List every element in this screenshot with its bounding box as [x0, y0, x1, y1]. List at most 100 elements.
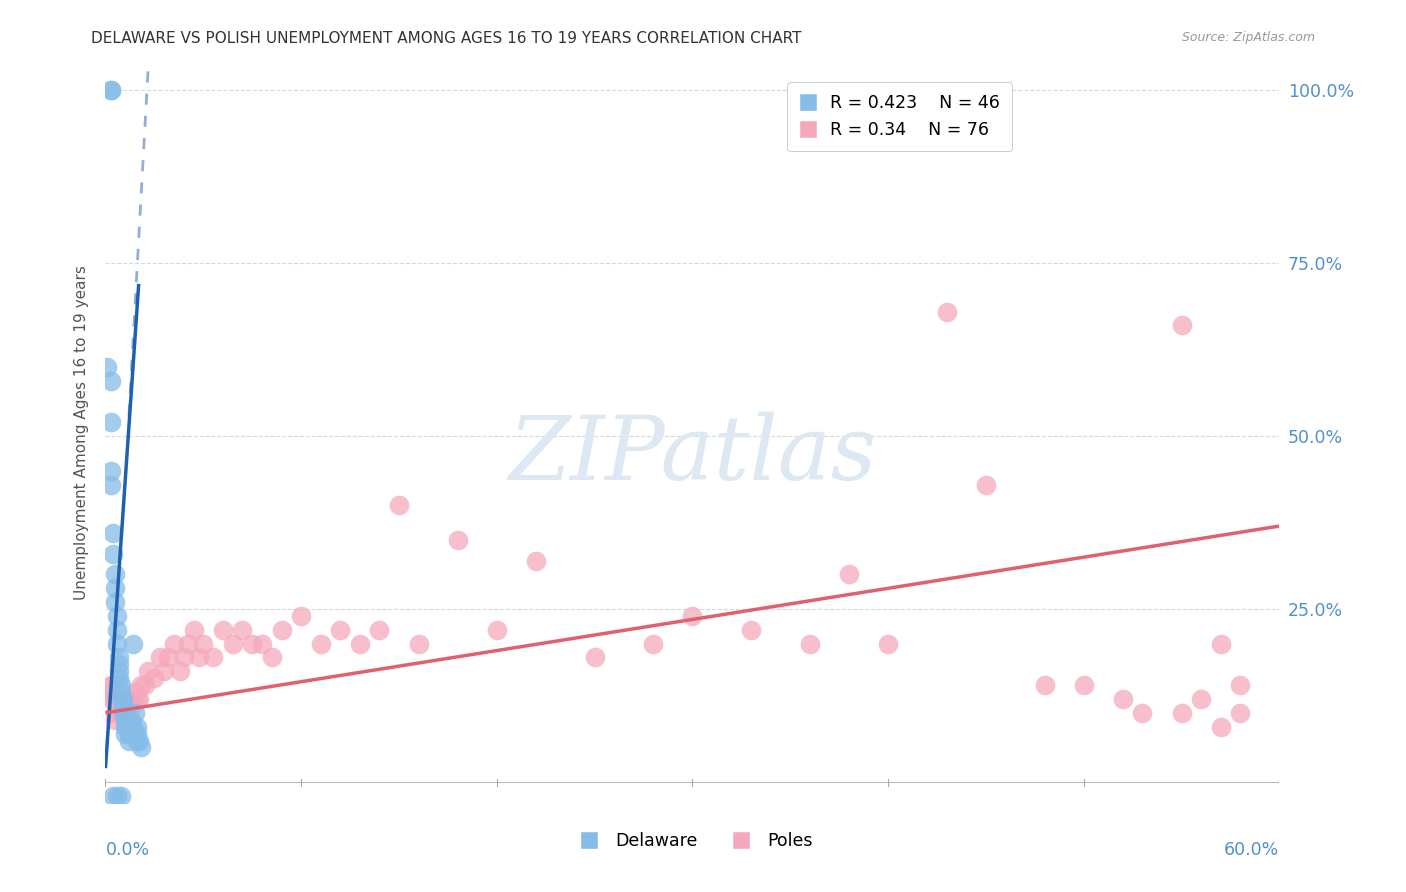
Point: [240, 637, 263, 651]
Text: Source: ZipAtlas.com: Source: ZipAtlas.com: [1181, 31, 1315, 45]
Point: [104, 567, 127, 582]
Text: 0.0%: 0.0%: [105, 840, 149, 859]
Point: [120, 713, 142, 727]
Point: [105, 623, 128, 637]
Point: [583, 650, 606, 665]
Point: [125, 726, 148, 740]
Point: [1073, 678, 1095, 692]
Point: [1170, 318, 1192, 333]
Point: [1189, 692, 1212, 706]
Point: [112, 698, 135, 713]
Point: [1132, 706, 1154, 720]
Point: [110, 692, 132, 706]
Point: [290, 609, 312, 624]
Point: [163, 637, 186, 651]
Point: [157, 650, 180, 665]
Point: [1112, 692, 1135, 706]
Point: [169, 665, 191, 679]
Y-axis label: Unemployment Among Ages 16 to 19 years: Unemployment Among Ages 16 to 19 years: [73, 265, 89, 600]
Point: [188, 650, 211, 665]
Text: 60.0%: 60.0%: [1225, 840, 1279, 859]
Point: [1229, 706, 1251, 720]
Point: [108, 665, 131, 679]
Point: [105, 692, 128, 706]
Point: [124, 685, 146, 699]
Point: [112, 706, 135, 720]
Point: [1170, 706, 1192, 720]
Point: [118, 726, 141, 740]
Point: [115, 713, 138, 727]
Point: [877, 637, 900, 651]
Point: [114, 720, 136, 734]
Point: [104, 595, 127, 609]
Point: [114, 726, 136, 740]
Point: [153, 665, 176, 679]
Point: [105, 637, 128, 651]
Point: [524, 554, 547, 568]
Point: [112, 706, 135, 720]
Point: [388, 498, 411, 512]
Point: [125, 733, 148, 747]
Point: [125, 720, 148, 734]
Point: [104, 713, 127, 727]
Point: [108, 657, 131, 672]
Text: ZIPatlas: ZIPatlas: [508, 411, 877, 499]
Point: [838, 567, 860, 582]
Point: [799, 637, 821, 651]
Point: [149, 650, 172, 665]
Point: [114, 706, 136, 720]
Text: DELAWARE VS POLISH UNEMPLOYMENT AMONG AGES 16 TO 19 YEARS CORRELATION CHART: DELAWARE VS POLISH UNEMPLOYMENT AMONG AG…: [91, 31, 801, 46]
Point: [112, 692, 135, 706]
Point: [114, 706, 136, 720]
Point: [643, 637, 665, 651]
Point: [250, 637, 273, 651]
Point: [260, 650, 283, 665]
Point: [1209, 720, 1232, 734]
Point: [740, 623, 762, 637]
Point: [100, 415, 122, 429]
Point: [124, 706, 146, 720]
Point: [110, 789, 132, 803]
Point: [105, 789, 128, 803]
Point: [112, 692, 135, 706]
Point: [309, 637, 332, 651]
Point: [368, 623, 391, 637]
Point: [100, 464, 122, 478]
Point: [108, 692, 131, 706]
Point: [103, 547, 125, 561]
Point: [202, 650, 225, 665]
Point: [485, 623, 508, 637]
Point: [134, 678, 156, 692]
Point: [108, 671, 131, 685]
Point: [1209, 637, 1232, 651]
Point: [193, 637, 215, 651]
Point: [115, 698, 138, 713]
Point: [104, 582, 127, 596]
Point: [110, 678, 132, 692]
Point: [221, 637, 243, 651]
Point: [100, 374, 122, 388]
Point: [138, 665, 160, 679]
Point: [110, 685, 132, 699]
Point: [110, 692, 132, 706]
Point: [103, 678, 125, 692]
Point: [114, 713, 136, 727]
Point: [103, 692, 125, 706]
Point: [115, 720, 138, 734]
Point: [120, 698, 142, 713]
Point: [231, 623, 253, 637]
Point: [108, 706, 131, 720]
Point: [100, 678, 122, 692]
Point: [143, 671, 166, 685]
Point: [270, 623, 292, 637]
Point: [104, 706, 127, 720]
Point: [110, 706, 132, 720]
Point: [447, 533, 470, 547]
Point: [121, 720, 143, 734]
Point: [96, 359, 118, 374]
Point: [408, 637, 430, 651]
Point: [935, 304, 957, 318]
Point: [129, 678, 152, 692]
Point: [103, 525, 125, 540]
Point: [114, 692, 136, 706]
